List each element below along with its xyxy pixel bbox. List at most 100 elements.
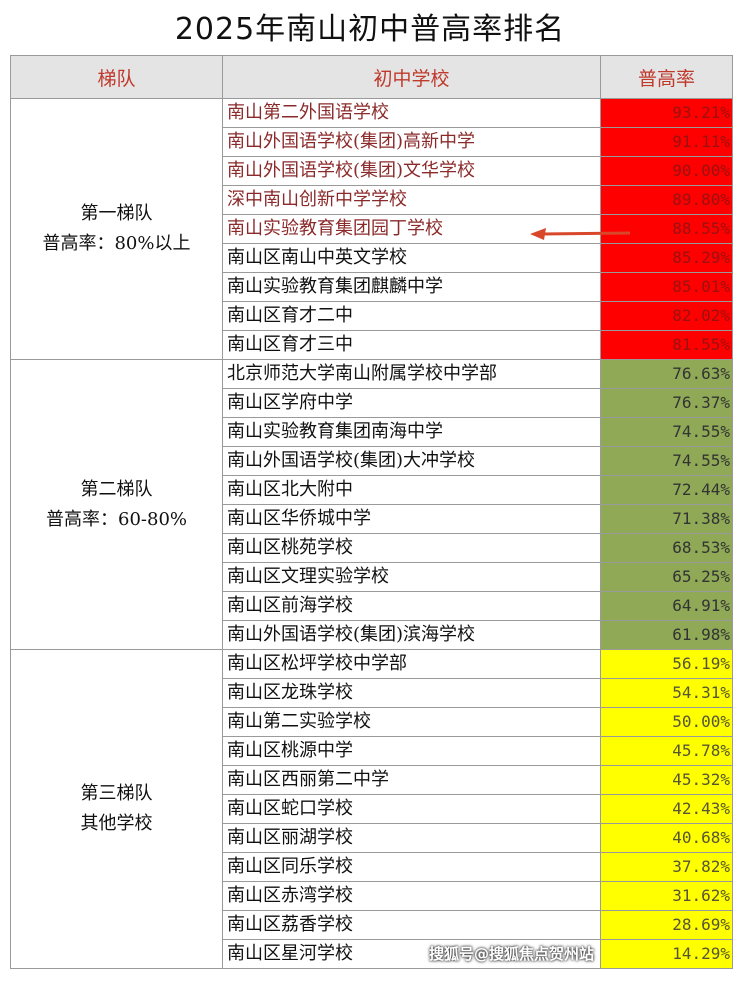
school-cell: 南山外国语学校(集团)高新中学 [222,127,601,157]
school-name: 南山区龙珠学校 [227,682,353,703]
school-cell: 南山区桃源中学 [222,736,601,766]
school-cell: 南山外国语学校(集团)大冲学校 [222,446,601,476]
table-row: 南山区丽湖学校 40.68% [11,823,733,853]
school-cell: 南山区桃苑学校 [222,533,601,563]
school-cell: 南山区华侨城中学 [222,504,601,534]
tier-label: 第三梯队 其他学校 [10,649,223,969]
rate-value: 76.63% [600,359,733,389]
rate-value: 64.91% [600,591,733,621]
school-cell: 南山区育才二中 [222,301,601,331]
table-row: 深中南山创新中学学校 89.80% [11,185,733,215]
school-name: 南山实验教育集团园丁学校 [227,218,443,239]
school-name: 南山区西丽第二中学 [227,769,389,790]
table-row: 南山实验教育集团南海中学 74.55% [11,417,733,447]
school-name: 南山区桃苑学校 [227,537,353,558]
rate-value: 42.43% [600,794,733,824]
school-name: 深中南山创新中学学校 [227,189,407,210]
school-name: 南山第二实验学校 [227,711,371,732]
table-row: 南山外国语学校(集团)文华学校 90.00% [11,156,733,186]
school-cell: 北京师范大学南山附属学校中学部 [222,359,601,389]
table-row: 南山区南山中英文学校 85.29% [11,243,733,273]
rate-value: 14.29% [600,939,733,969]
school-name: 南山区学府中学 [227,392,353,413]
rate-value: 74.55% [600,446,733,476]
table-row: 搜狐号@搜狐焦点贺州站 南山区星河学校 14.29% [11,939,733,969]
table-row: 第一梯队 普高率：80%以上 南山第二外国语学校 93.21% [10,98,733,360]
rate-value: 89.80% [600,185,733,215]
school-name: 南山区荔香学校 [227,914,353,935]
tier-name: 第一梯队 [80,203,153,224]
school-cell: 南山区同乐学校 [222,852,601,882]
table-row: 第三梯队 其他学校 南山区松坪学校中学部 56.19% [10,649,733,969]
table-row: 南山区文理实验学校 65.25% [11,562,733,592]
rate-value: 81.55% [600,330,733,360]
watermark: 搜狐号@搜狐焦点贺州站 [428,945,594,963]
rate-value: 85.01% [600,272,733,302]
table-row: 南山区赤湾学校 31.62% [11,881,733,911]
rate-value: 40.68% [600,823,733,853]
school-name: 南山区丽湖学校 [227,827,353,848]
page-title: 2025年南山初中普高率排名 [174,12,566,47]
school-name: 南山区星河学校 [227,943,353,964]
ranking-table: 梯队 初中学校 普高率 第一梯队 普高率：80%以上 南山第二外国语学校 93.21%… [10,55,733,969]
rate-value: 50.00% [600,707,733,737]
table-row: 南山区学府中学 76.37% [11,388,733,418]
school-cell: 搜狐号@搜狐焦点贺州站 南山区星河学校 [222,939,601,969]
table-row: 南山外国语学校(集团)滨海学校 61.98% [11,620,733,650]
tier-name: 第三梯队 [80,783,153,804]
rate-value: 91.11% [600,127,733,157]
tier-desc: 其他学校 [80,813,153,834]
rate-value: 74.55% [600,417,733,447]
tier-desc: 普高率：60-80% [46,508,187,530]
rate-value: 93.21% [600,98,733,128]
table-row: 南山外国语学校(集团)大冲学校 74.55% [11,446,733,476]
school-cell: 深中南山创新中学学校 [222,185,601,215]
school-name: 南山外国语学校(集团)高新中学 [227,131,476,152]
rate-value: 31.62% [600,881,733,911]
table-row: 南山区华侨城中学 71.38% [11,504,733,534]
school-name: 南山外国语学校(集团)文华学校 [227,160,476,181]
rate-value: 37.82% [600,852,733,882]
school-name: 南山区桃源中学 [227,740,353,761]
school-cell: 南山第二实验学校 [222,707,601,737]
rate-value: 90.00% [600,156,733,186]
school-cell: 南山第二外国语学校 [222,98,601,128]
school-cell: 南山区北大附中 [222,475,601,505]
school-name: 南山区育才二中 [227,305,353,326]
school-cell: 南山实验教育集团麒麟中学 [222,272,601,302]
school-cell: 南山区赤湾学校 [222,881,601,911]
school-name: 南山区松坪学校中学部 [227,653,407,674]
table-row: 第二梯队 普高率：60-80% 北京师范大学南山附属学校中学部 76.63% [10,359,733,650]
rate-value: 28.69% [600,910,733,940]
rate-value: 56.19% [600,649,733,679]
rate-value: 76.37% [600,388,733,418]
school-name: 南山实验教育集团南海中学 [227,421,443,442]
school-cell: 南山区育才三中 [222,330,601,360]
school-name: 北京师范大学南山附属学校中学部 [227,363,497,384]
tier-label: 第二梯队 普高率：60-80% [10,359,223,650]
school-name: 南山区北大附中 [227,479,353,500]
table-row: 南山区西丽第二中学 45.32% [11,765,733,795]
school-name: 南山区华侨城中学 [227,508,371,529]
school-name: 南山实验教育集团麒麟中学 [227,276,443,297]
school-cell: 南山实验教育集团南海中学 [222,417,601,447]
school-name: 南山外国语学校(集团)大冲学校 [227,450,476,471]
school-cell: 南山区西丽第二中学 [222,765,601,795]
table-row: 南山区桃源中学 45.78% [11,736,733,766]
school-name: 南山区蛇口学校 [227,798,353,819]
arrow-icon [530,228,630,240]
table-row: 南山区蛇口学校 42.43% [11,794,733,824]
school-cell: 南山区荔香学校 [222,910,601,940]
table-row: 南山区育才三中 81.55% [11,330,733,360]
table-row: 南山实验教育集团园丁学校 88.55% [11,214,733,244]
rate-value: 71.38% [600,504,733,534]
header-row: 梯队 初中学校 普高率 [10,55,733,99]
school-name: 南山区育才三中 [227,334,353,355]
table-row: 南山外国语学校(集团)高新中学 91.11% [11,127,733,157]
rate-value: 82.02% [600,301,733,331]
school-cell: 南山区前海学校 [222,591,601,621]
table-row: 南山区北大附中 72.44% [11,475,733,505]
school-name: 南山区前海学校 [227,595,353,616]
header-rate: 普高率 [600,55,733,99]
rate-value: 45.32% [600,765,733,795]
